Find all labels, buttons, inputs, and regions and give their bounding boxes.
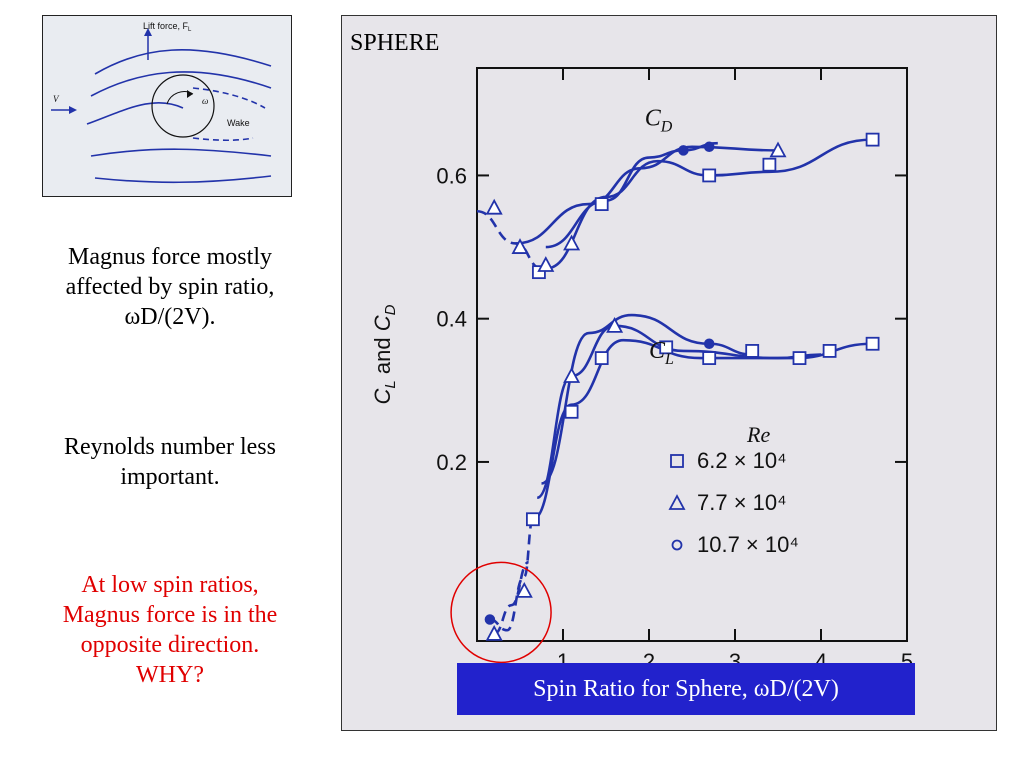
data-point-square — [822, 344, 837, 358]
streamline — [94, 175, 272, 184]
data-point-square — [865, 132, 880, 147]
note-line: Reynolds number less — [64, 434, 276, 460]
legend-label: 7.7 × 10⁴ — [697, 490, 787, 515]
note-line: opposite direction. — [80, 632, 260, 658]
note-line: important. — [120, 464, 220, 490]
legend-label: 10.7 × 10⁴ — [697, 532, 799, 557]
chart-panel: 1 2 3 4 5 0.2 0.4 0.6 CL and CD CD CL Re 6.2 × 10⁴ 7.… — [341, 15, 997, 731]
cd-curve-dashed — [476, 209, 542, 270]
y-tick-label: 0.6 — [436, 163, 467, 188]
data-point-square — [594, 351, 609, 365]
cl-curve-dashed-2 — [493, 560, 530, 636]
data-point-square — [702, 351, 717, 365]
data-point-triangle — [515, 581, 533, 598]
velocity-arrowhead — [69, 106, 77, 114]
streamline — [90, 71, 272, 97]
data-point-square — [762, 157, 777, 172]
note-low-spin: At low spin ratios, Magnus force is in t… — [0, 570, 340, 690]
legend-triangle-icon — [668, 494, 686, 510]
y-axis-label: CL and CD — [370, 304, 399, 404]
data-point-square — [792, 351, 807, 365]
curve-annotation: CL — [649, 338, 674, 368]
data-point-square — [865, 336, 880, 351]
streamline — [90, 148, 272, 157]
lift-label: Lift force, FL — [143, 21, 192, 33]
cd-curve-7.7e4 — [515, 145, 779, 245]
note-line: At low spin ratios, — [81, 572, 259, 598]
cl-curve-dashed — [489, 517, 535, 632]
cl-curve-7.7e4 — [536, 324, 822, 500]
data-point-triangle — [511, 238, 529, 254]
streamline — [86, 101, 184, 125]
velocity-label: V — [53, 94, 60, 104]
chart-title: SPHERE — [350, 30, 440, 56]
magnus-flow-diagram: Lift force, FL V ω Wake — [51, 21, 272, 184]
data-point-triangle — [563, 367, 581, 383]
note-reynolds: Reynolds number less important. — [0, 432, 340, 492]
plot-frame — [476, 67, 908, 642]
data-point-square — [702, 168, 717, 183]
data-point-square — [594, 197, 609, 211]
data-point-triangle — [537, 256, 555, 272]
omega-label: ω — [202, 96, 208, 106]
magnus-diagram: Lift force, FL V ω Wake — [42, 15, 292, 197]
data-point-triangle — [563, 234, 581, 251]
note-line: Magnus force is in the — [62, 602, 278, 628]
data-point-square — [525, 512, 540, 527]
legend-label: 6.2 × 10⁴ — [697, 448, 787, 473]
data-point-triangle — [769, 141, 787, 158]
wake-label: Wake — [227, 118, 250, 128]
data-point-triangle — [606, 316, 624, 333]
curve-annotation: CD — [645, 105, 673, 135]
note-line: Magnus force mostly — [68, 244, 272, 270]
y-tick-label: 0.4 — [436, 307, 467, 332]
data-point-square — [659, 340, 674, 355]
note-line: WHY? — [136, 662, 204, 688]
legend-title: Re — [746, 422, 770, 447]
legend-square-icon — [670, 454, 684, 468]
data-point-square — [745, 344, 760, 358]
note-spin-ratio: Magnus force mostly affected by spin rat… — [0, 242, 340, 332]
data-point-circle — [703, 141, 715, 153]
highlight-circle — [450, 561, 552, 664]
y-tick-label: 0.2 — [436, 450, 467, 475]
cd-curve-10.7e4 — [545, 141, 718, 249]
rotation-arrowhead — [187, 90, 193, 98]
data-point-triangle — [485, 198, 503, 215]
legend-circle-icon — [671, 539, 683, 551]
data-point-circle — [484, 614, 496, 625]
lift-arrowhead — [144, 28, 152, 36]
data-point-circle — [678, 145, 689, 156]
data-point-circle — [703, 338, 715, 350]
wake-line — [192, 87, 266, 109]
note-line: affected by spin ratio, — [65, 274, 275, 300]
data-point-triangle — [485, 624, 503, 641]
wake-line — [192, 137, 254, 142]
streamline — [94, 49, 272, 75]
data-point-square — [564, 404, 579, 419]
sphere-shape — [151, 74, 215, 138]
x-axis-caption: Spin Ratio for Sphere, ωD/(2V) — [457, 663, 915, 715]
note-line: ωD/(2V). — [124, 304, 216, 330]
